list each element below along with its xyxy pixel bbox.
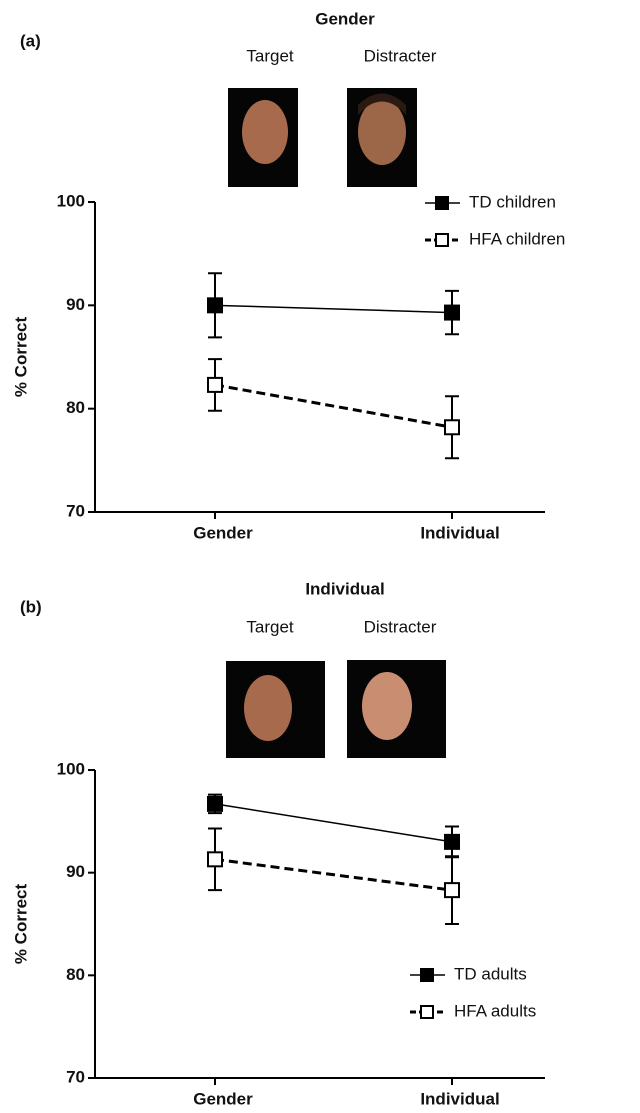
face-image [347, 660, 446, 758]
series-line [214, 304, 453, 314]
legend-marker [420, 1005, 434, 1019]
legend-label: HFA children [469, 229, 565, 248]
y-tick-label: 100 [57, 191, 85, 210]
marker [444, 304, 460, 321]
panel-label: (a) [20, 31, 41, 50]
series-line [214, 857, 453, 892]
image-label: Target [246, 46, 294, 65]
x-tick-label: Individual [420, 1089, 499, 1108]
legend-marker [435, 196, 449, 210]
marker [207, 376, 223, 393]
series-line [214, 383, 453, 429]
legend-label: HFA adults [454, 1001, 536, 1020]
panel-a-header: (a) Gender Target Distracter [20, 9, 437, 187]
x-tick-label: Individual [420, 523, 499, 542]
panel-label: (b) [20, 597, 42, 616]
marker [207, 851, 223, 868]
panel-title: Individual [305, 579, 384, 598]
y-tick-label: 100 [57, 759, 85, 778]
marker [444, 419, 460, 436]
y-tick-label: 90 [66, 295, 85, 314]
marker [444, 833, 460, 850]
series-line [214, 803, 453, 843]
y-tick-label: 70 [66, 501, 85, 520]
y-tick-label: 70 [66, 1067, 85, 1086]
marker [207, 297, 223, 314]
face-image [228, 88, 298, 187]
y-tick-label: 80 [66, 398, 85, 417]
legend-label: TD children [469, 192, 556, 211]
image-label: Distracter [364, 46, 437, 65]
legend-marker [420, 968, 434, 982]
panel-title: Gender [315, 9, 375, 28]
face-image [226, 661, 325, 758]
y-axis-label: % Correct [11, 884, 30, 965]
face-image [347, 88, 417, 187]
x-tick-label: Gender [193, 523, 253, 542]
panel-b-header: (b) Individual Target Distracter [20, 579, 446, 758]
y-tick-label: 80 [66, 965, 85, 984]
legend-marker [435, 233, 449, 247]
y-axis-label: % Correct [11, 317, 30, 398]
legend-label: TD adults [454, 964, 527, 983]
marker [444, 882, 460, 899]
image-label: Target [246, 617, 294, 636]
marker [207, 795, 223, 812]
y-tick-label: 90 [66, 862, 85, 881]
image-label: Distracter [364, 617, 437, 636]
x-tick-label: Gender [193, 1089, 253, 1108]
